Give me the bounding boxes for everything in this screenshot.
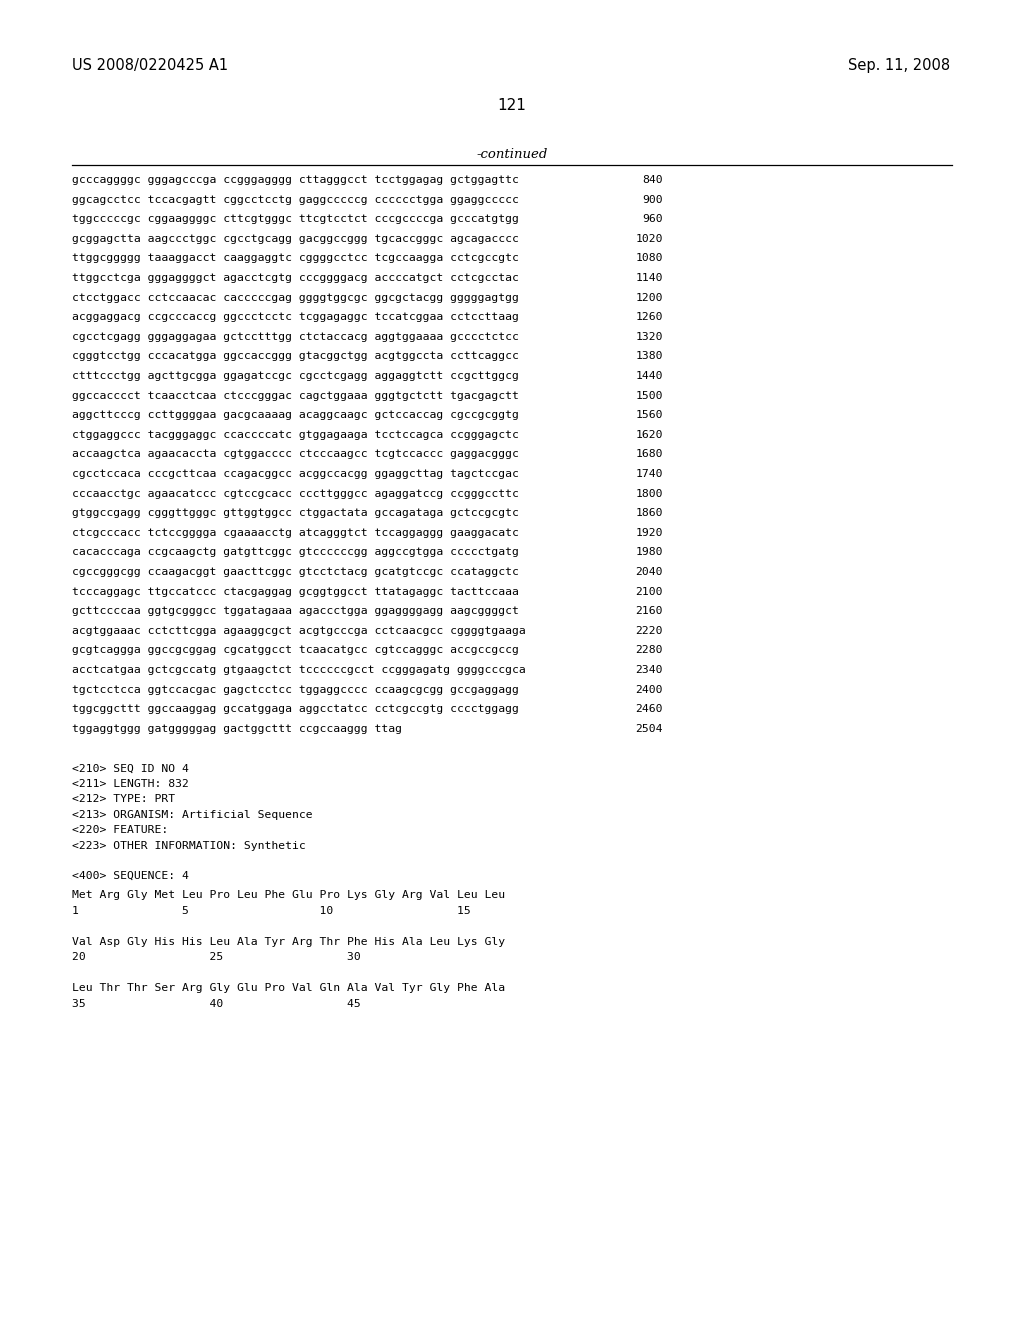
Text: Sep. 11, 2008: Sep. 11, 2008: [848, 58, 950, 73]
Text: 2040: 2040: [636, 568, 663, 577]
Text: <223> OTHER INFORMATION: Synthetic: <223> OTHER INFORMATION: Synthetic: [72, 841, 306, 851]
Text: 1200: 1200: [636, 293, 663, 302]
Text: 2160: 2160: [636, 606, 663, 616]
Text: 1920: 1920: [636, 528, 663, 537]
Text: <210> SEQ ID NO 4: <210> SEQ ID NO 4: [72, 763, 188, 774]
Text: tgctcctcca ggtccacgac gagctcctcc tggaggcccc ccaagcgcgg gccgaggagg: tgctcctcca ggtccacgac gagctcctcc tggaggc…: [72, 685, 519, 694]
Text: ctggaggccc tacgggaggc ccaccccatc gtggagaaga tcctccagca ccgggagctc: ctggaggccc tacgggaggc ccaccccatc gtggaga…: [72, 430, 519, 440]
Text: 2400: 2400: [636, 685, 663, 694]
Text: accaagctca agaacaccta cgtggacccc ctcccaagcc tcgtccaccc gaggacgggc: accaagctca agaacaccta cgtggacccc ctcccaa…: [72, 449, 519, 459]
Text: gcccaggggc gggagcccga ccgggagggg cttagggcct tcctggagag gctggagttc: gcccaggggc gggagcccga ccgggagggg cttaggg…: [72, 176, 519, 185]
Text: 1620: 1620: [636, 430, 663, 440]
Text: US 2008/0220425 A1: US 2008/0220425 A1: [72, 58, 228, 73]
Text: gcgtcaggga ggccgcggag cgcatggcct tcaacatgcc cgtccagggc accgccgccg: gcgtcaggga ggccgcggag cgcatggcct tcaacat…: [72, 645, 519, 656]
Text: 1740: 1740: [636, 469, 663, 479]
Text: tggaggtggg gatgggggag gactggcttt ccgccaaggg ttag: tggaggtggg gatgggggag gactggcttt ccgccaa…: [72, 723, 402, 734]
Text: ctcctggacc cctccaacac cacccccgag ggggtggcgc ggcgctacgg gggggagtgg: ctcctggacc cctccaacac cacccccgag ggggtgg…: [72, 293, 519, 302]
Text: Leu Thr Thr Ser Arg Gly Glu Pro Val Gln Ala Val Tyr Gly Phe Ala: Leu Thr Thr Ser Arg Gly Glu Pro Val Gln …: [72, 983, 505, 994]
Text: 1560: 1560: [636, 411, 663, 420]
Text: <211> LENGTH: 832: <211> LENGTH: 832: [72, 779, 188, 789]
Text: 2100: 2100: [636, 586, 663, 597]
Text: gcggagctta aagccctggc cgcctgcagg gacggccggg tgcaccgggc agcagacccc: gcggagctta aagccctggc cgcctgcagg gacggcc…: [72, 234, 519, 244]
Text: Val Asp Gly His His Leu Ala Tyr Arg Thr Phe His Ala Leu Lys Gly: Val Asp Gly His His Leu Ala Tyr Arg Thr …: [72, 937, 505, 946]
Text: 1020: 1020: [636, 234, 663, 244]
Text: ctcgcccacc tctccgggga cgaaaacctg atcagggtct tccaggaggg gaaggacatc: ctcgcccacc tctccgggga cgaaaacctg atcaggg…: [72, 528, 519, 537]
Text: 2504: 2504: [636, 723, 663, 734]
Text: 2340: 2340: [636, 665, 663, 675]
Text: gcttccccaa ggtgcgggcc tggatagaaa agaccctgga ggaggggagg aagcggggct: gcttccccaa ggtgcgggcc tggatagaaa agaccct…: [72, 606, 519, 616]
Text: 1380: 1380: [636, 351, 663, 362]
Text: 1               5                   10                  15: 1 5 10 15: [72, 906, 471, 916]
Text: 2460: 2460: [636, 704, 663, 714]
Text: gtggccgagg cgggttgggc gttggtggcc ctggactata gccagataga gctccgcgtc: gtggccgagg cgggttgggc gttggtggcc ctggact…: [72, 508, 519, 519]
Text: Met Arg Gly Met Leu Pro Leu Phe Glu Pro Lys Gly Arg Val Leu Leu: Met Arg Gly Met Leu Pro Leu Phe Glu Pro …: [72, 891, 505, 900]
Text: ttggcctcga gggaggggct agacctcgtg cccggggacg accccatgct cctcgcctac: ttggcctcga gggaggggct agacctcgtg cccgggg…: [72, 273, 519, 282]
Text: cgggtcctgg cccacatgga ggccaccggg gtacggctgg acgtggccta ccttcaggcc: cgggtcctgg cccacatgga ggccaccggg gtacggc…: [72, 351, 519, 362]
Text: 1080: 1080: [636, 253, 663, 264]
Text: 1800: 1800: [636, 488, 663, 499]
Text: 1140: 1140: [636, 273, 663, 282]
Text: 1680: 1680: [636, 449, 663, 459]
Text: acggaggacg ccgcccaccg ggccctcctc tcggagaggc tccatcggaa cctccttaag: acggaggacg ccgcccaccg ggccctcctc tcggaga…: [72, 313, 519, 322]
Text: cgccgggcgg ccaagacggt gaacttcggc gtcctctacg gcatgtccgc ccataggctc: cgccgggcgg ccaagacggt gaacttcggc gtcctct…: [72, 568, 519, 577]
Text: 1260: 1260: [636, 313, 663, 322]
Text: <220> FEATURE:: <220> FEATURE:: [72, 825, 168, 836]
Text: 20                  25                  30: 20 25 30: [72, 953, 360, 962]
Text: ttggcggggg taaaggacct caaggaggtc cggggcctcc tcgccaagga cctcgccgtc: ttggcggggg taaaggacct caaggaggtc cggggcc…: [72, 253, 519, 264]
Text: 960: 960: [642, 214, 663, 224]
Text: 121: 121: [498, 98, 526, 114]
Text: aggcttcccg ccttggggaa gacgcaaaag acaggcaagc gctccaccag cgccgcggtg: aggcttcccg ccttggggaa gacgcaaaag acaggca…: [72, 411, 519, 420]
Text: tggcccccgc cggaaggggc cttcgtgggc ttcgtcctct cccgccccga gcccatgtgg: tggcccccgc cggaaggggc cttcgtgggc ttcgtcc…: [72, 214, 519, 224]
Text: acgtggaaac cctcttcgga agaaggcgct acgtgcccga cctcaacgcc cggggtgaaga: acgtggaaac cctcttcgga agaaggcgct acgtgcc…: [72, 626, 525, 636]
Text: ggccacccct tcaacctcaa ctcccgggac cagctggaaa gggtgctctt tgacgagctt: ggccacccct tcaacctcaa ctcccgggac cagctgg…: [72, 391, 519, 400]
Text: cgcctccaca cccgcttcaa ccagacggcc acggccacgg ggaggcttag tagctccgac: cgcctccaca cccgcttcaa ccagacggcc acggcca…: [72, 469, 519, 479]
Text: 1860: 1860: [636, 508, 663, 519]
Text: 35                  40                  45: 35 40 45: [72, 999, 360, 1008]
Text: cccaacctgc agaacatccc cgtccgcacc cccttgggcc agaggatccg ccgggccttc: cccaacctgc agaacatccc cgtccgcacc cccttgg…: [72, 488, 519, 499]
Text: 900: 900: [642, 194, 663, 205]
Text: acctcatgaa gctcgccatg gtgaagctct tccccccgcct ccgggagatg ggggcccgca: acctcatgaa gctcgccatg gtgaagctct tcccccc…: [72, 665, 525, 675]
Text: 1980: 1980: [636, 548, 663, 557]
Text: cgcctcgagg gggaggagaa gctcctttgg ctctaccacg aggtggaaaa gcccctctcc: cgcctcgagg gggaggagaa gctcctttgg ctctacc…: [72, 331, 519, 342]
Text: -continued: -continued: [476, 148, 548, 161]
Text: ctttccctgg agcttgcgga ggagatccgc cgcctcgagg aggaggtctt ccgcttggcg: ctttccctgg agcttgcgga ggagatccgc cgcctcg…: [72, 371, 519, 381]
Text: 1320: 1320: [636, 331, 663, 342]
Text: ggcagcctcc tccacgagtt cggcctcctg gaggcccccg cccccctgga ggaggccccc: ggcagcctcc tccacgagtt cggcctcctg gaggccc…: [72, 194, 519, 205]
Text: tcccaggagc ttgccatccc ctacgaggag gcggtggcct ttatagaggc tacttccaaa: tcccaggagc ttgccatccc ctacgaggag gcggtgg…: [72, 586, 519, 597]
Text: 1440: 1440: [636, 371, 663, 381]
Text: 2220: 2220: [636, 626, 663, 636]
Text: <213> ORGANISM: Artificial Sequence: <213> ORGANISM: Artificial Sequence: [72, 810, 312, 820]
Text: <400> SEQUENCE: 4: <400> SEQUENCE: 4: [72, 870, 188, 880]
Text: cacacccaga ccgcaagctg gatgttcggc gtccccccgg aggccgtgga ccccctgatg: cacacccaga ccgcaagctg gatgttcggc gtccccc…: [72, 548, 519, 557]
Text: 2280: 2280: [636, 645, 663, 656]
Text: tggcggcttt ggccaaggag gccatggaga aggcctatcc cctcgccgtg cccctggagg: tggcggcttt ggccaaggag gccatggaga aggccta…: [72, 704, 519, 714]
Text: <212> TYPE: PRT: <212> TYPE: PRT: [72, 795, 175, 804]
Text: 840: 840: [642, 176, 663, 185]
Text: 1500: 1500: [636, 391, 663, 400]
